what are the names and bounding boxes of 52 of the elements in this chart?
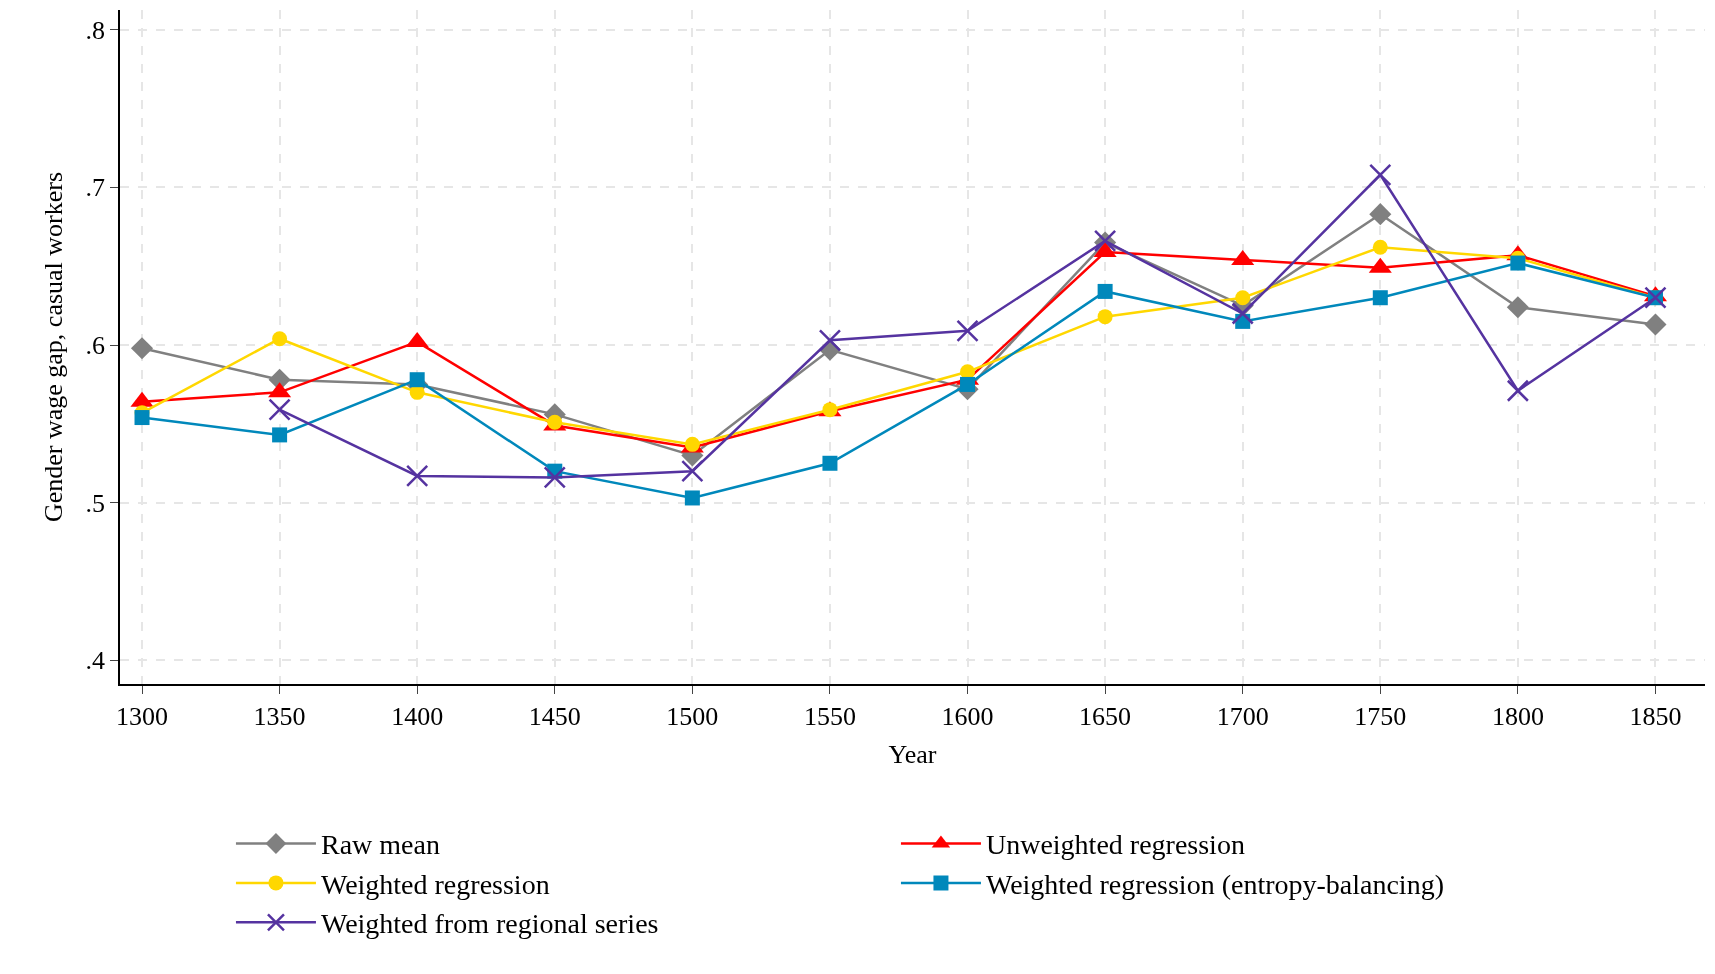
- legend-label: Unweighted regression: [985, 829, 1245, 861]
- point: [272, 331, 288, 347]
- legend-label: Raw mean: [320, 829, 440, 861]
- point: [272, 427, 288, 443]
- point: [543, 466, 567, 489]
- point: [134, 410, 150, 426]
- legend-label: Weighted regression: [320, 868, 550, 900]
- y-tick-label: .4: [85, 646, 106, 676]
- point: [1097, 309, 1113, 325]
- legend-label: Weighted from regional series: [320, 908, 659, 940]
- x-tick-label: 1800: [1491, 701, 1544, 731]
- point: [1097, 283, 1113, 299]
- point: [1506, 379, 1530, 402]
- y-tick-label: .5: [85, 488, 106, 518]
- point: [1644, 313, 1667, 336]
- x-tick-label: 1400: [391, 701, 444, 731]
- y-tick-label: .6: [85, 331, 106, 361]
- x-tick-label: 1300: [116, 701, 169, 731]
- point: [1369, 163, 1392, 187]
- legend-label: Weighted regression (entropy-balancing): [985, 868, 1444, 900]
- point: [956, 319, 979, 343]
- x-tick-label: 1700: [1216, 701, 1269, 731]
- point: [268, 398, 291, 421]
- point: [405, 464, 429, 488]
- point: [1372, 239, 1388, 255]
- point: [1235, 290, 1251, 306]
- point: [547, 414, 563, 430]
- point: [681, 459, 704, 483]
- y-axis-title: Gender wage gap, casual workers: [39, 171, 69, 523]
- point: [409, 372, 425, 388]
- point: [684, 436, 700, 452]
- point: [130, 337, 154, 360]
- x-axis-title: Year: [888, 740, 937, 770]
- point: [1372, 290, 1388, 306]
- x-tick-label: 1350: [253, 701, 306, 731]
- point: [1506, 296, 1529, 319]
- x-tick-label: 1750: [1354, 701, 1407, 731]
- x-tick-label: 1600: [941, 701, 994, 731]
- x-tick-label: 1850: [1629, 701, 1682, 731]
- point: [822, 455, 838, 471]
- point: [684, 490, 700, 506]
- point: [818, 329, 842, 352]
- x-tick-label: 1500: [666, 701, 719, 731]
- point: [1510, 255, 1526, 271]
- x-tick-label: 1450: [528, 701, 581, 731]
- y-tick-label: .8: [85, 15, 106, 45]
- point: [822, 402, 838, 418]
- point: [1231, 302, 1254, 325]
- x-tick-label: 1650: [1079, 701, 1132, 731]
- x-tick-label: 1550: [803, 701, 856, 731]
- point: [1369, 203, 1392, 226]
- y-tick-label: .7: [85, 173, 106, 203]
